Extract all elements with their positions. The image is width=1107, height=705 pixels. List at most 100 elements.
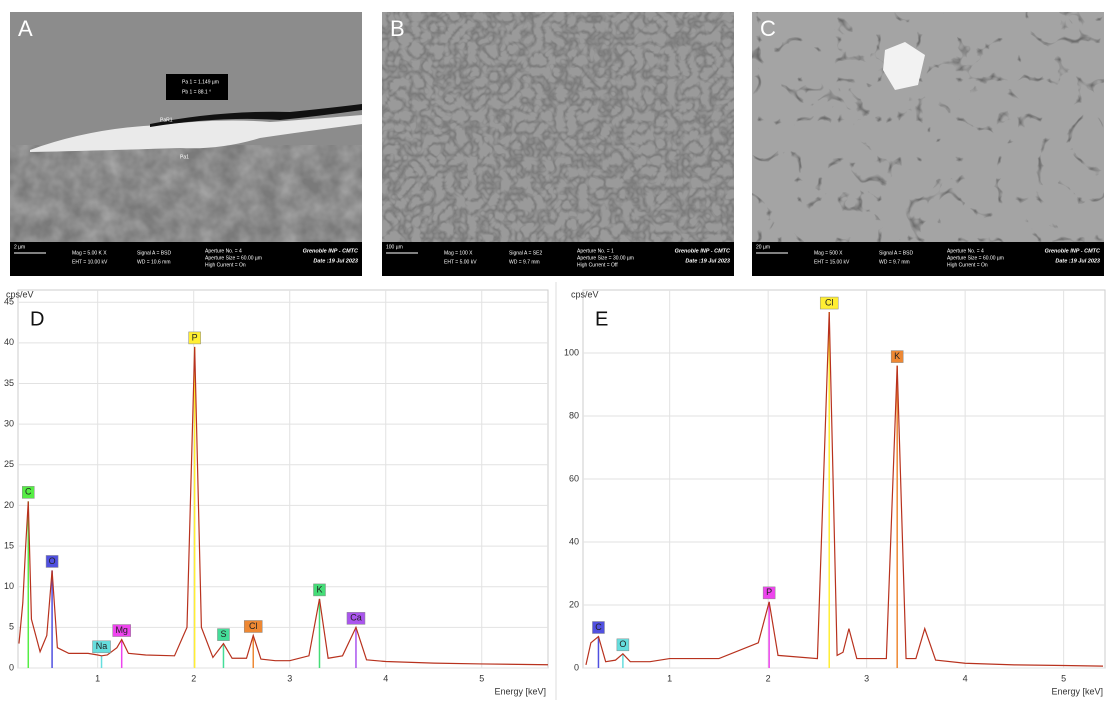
- y-tick-label: 30: [4, 419, 14, 429]
- info-bar: [752, 242, 1104, 276]
- element-label-box: [313, 583, 326, 597]
- y-tick-label: 0: [574, 662, 579, 672]
- element-label: Na: [96, 641, 108, 651]
- date: Date :19 Jul 2023: [313, 258, 358, 264]
- element-label: S: [220, 629, 226, 639]
- element-label: Cl: [249, 621, 258, 631]
- sem-image-c: [752, 12, 1104, 242]
- y-tick-label: 0: [9, 662, 14, 672]
- eht: EHT = 5.00 kV: [444, 259, 477, 265]
- aperture-size: Aperture Size = 30.00 µm: [577, 255, 634, 261]
- x-tick-label: 5: [479, 673, 484, 683]
- info-bar: [10, 242, 362, 276]
- y-tick-label: 20: [569, 599, 579, 609]
- measurement: Pb 1 = 88.1 °: [182, 89, 211, 95]
- scale-bar-label: 100 µm: [386, 244, 403, 250]
- micrograph: B 100 µm Mag = 100 X EHT = 5.00 kV Signal A …: [382, 16, 734, 276]
- panel-letter: E: [595, 308, 608, 330]
- x-tick-label: 2: [766, 673, 771, 683]
- micrograph: C 20 µm Mag = 500 X EHT = 15.00 kV Signal A …: [752, 16, 1104, 276]
- element-label: Ca: [350, 613, 362, 623]
- signal: Signal A = SE2: [509, 250, 542, 256]
- x-axis-label: Energy [keV]: [1051, 686, 1103, 696]
- x-tick-label: 2: [191, 673, 196, 683]
- element-label-box: [22, 486, 35, 499]
- panel-letter: D: [30, 308, 44, 330]
- element-label: P: [192, 332, 198, 342]
- y-tick-label: 45: [4, 297, 14, 307]
- element-label-box: [217, 628, 230, 641]
- panel-letter: C: [760, 16, 776, 41]
- high-current: High Current = On: [947, 262, 988, 268]
- element-label: C: [595, 622, 602, 632]
- institution: Grenoble INP - CMTC: [1045, 248, 1101, 254]
- aperture-no: Aperture No. = 1: [577, 248, 614, 254]
- institution: Grenoble INP - CMTC: [675, 248, 731, 254]
- element-label: K: [316, 584, 322, 594]
- x-axis-label: Energy [keV]: [494, 686, 546, 696]
- x-tick-label: 3: [287, 673, 292, 683]
- y-tick-label: 35: [4, 378, 14, 388]
- high-current: High Current = Off: [577, 262, 618, 268]
- x-tick-label: 4: [383, 673, 388, 683]
- info-bar: [382, 242, 734, 276]
- eht: EHT = 15.00 kV: [814, 259, 850, 265]
- spectrum-chart: 0 20 40 60 80 100 1 2 3 4 5 cps/eV Energy [keV] E C O P C…: [564, 289, 1106, 696]
- micrograph: A 2 µm Mag = 5.00 K X EHT = 10.00 kV Signal …: [10, 16, 362, 276]
- scale-bar-label: 2 µm: [14, 244, 25, 250]
- element-label: C: [25, 487, 32, 497]
- sem-image-b: [382, 12, 734, 242]
- element-label: P: [766, 587, 772, 597]
- element-label-box: [92, 640, 111, 654]
- wd: WD = 10.6 mm: [137, 259, 170, 265]
- x-tick-label: 4: [963, 673, 968, 683]
- measurement: Pa1: [180, 154, 189, 160]
- high-current: High Current = On: [205, 262, 246, 268]
- element-label: O: [619, 639, 626, 649]
- element-label-box: [819, 296, 839, 310]
- panel-letter: A: [18, 16, 33, 41]
- element-label-box: [592, 621, 605, 634]
- aperture-no: Aperture No. = 4: [205, 248, 242, 254]
- element-label: O: [49, 556, 56, 566]
- element-label: Cl: [825, 297, 834, 307]
- element-label-box: [243, 620, 263, 633]
- x-tick-label: 3: [864, 673, 869, 683]
- y-axis-label: cps/eV: [571, 289, 599, 299]
- element-label-box: [890, 350, 904, 363]
- y-tick-label: 20: [4, 500, 14, 510]
- eht: EHT = 10.00 kV: [72, 259, 108, 265]
- institution: Grenoble INP - CMTC: [303, 248, 359, 254]
- spectrum-line: [18, 346, 549, 666]
- element-label-box: [112, 624, 131, 637]
- measure-box: [166, 74, 228, 100]
- x-tick-label: 1: [667, 673, 672, 683]
- y-tick-label: 40: [569, 536, 579, 546]
- wd: WD = 9.7 mm: [509, 259, 540, 265]
- y-tick-label: 60: [569, 473, 579, 483]
- x-tick-label: 1: [95, 673, 100, 683]
- spectrum-line: [585, 312, 1104, 667]
- sem-image-a: [10, 12, 362, 242]
- scale-bar-label: 20 µm: [756, 244, 770, 250]
- aperture-size: Aperture Size = 60.00 µm: [205, 255, 262, 261]
- mag: Mag = 5.00 K X: [72, 250, 107, 256]
- y-tick-label: 15: [4, 540, 14, 550]
- element-label: Mg: [115, 625, 128, 635]
- y-tick-label: 80: [569, 410, 579, 420]
- y-axis-label: cps/eV: [6, 289, 34, 299]
- y-tick-label: 25: [4, 459, 14, 469]
- element-label-box: [762, 586, 776, 600]
- y-tick-label: 40: [4, 337, 14, 347]
- element-label-box: [188, 331, 201, 345]
- x-tick-label: 5: [1061, 673, 1066, 683]
- y-tick-label: 100: [564, 347, 579, 357]
- signal: Signal A = BSD: [137, 250, 171, 256]
- element-label-box: [346, 612, 366, 625]
- date: Date :19 Jul 2023: [1055, 258, 1100, 264]
- mag: Mag = 500 X: [814, 250, 843, 256]
- aperture-no: Aperture No. = 4: [947, 248, 984, 254]
- wd: WD = 9.7 mm: [879, 259, 910, 265]
